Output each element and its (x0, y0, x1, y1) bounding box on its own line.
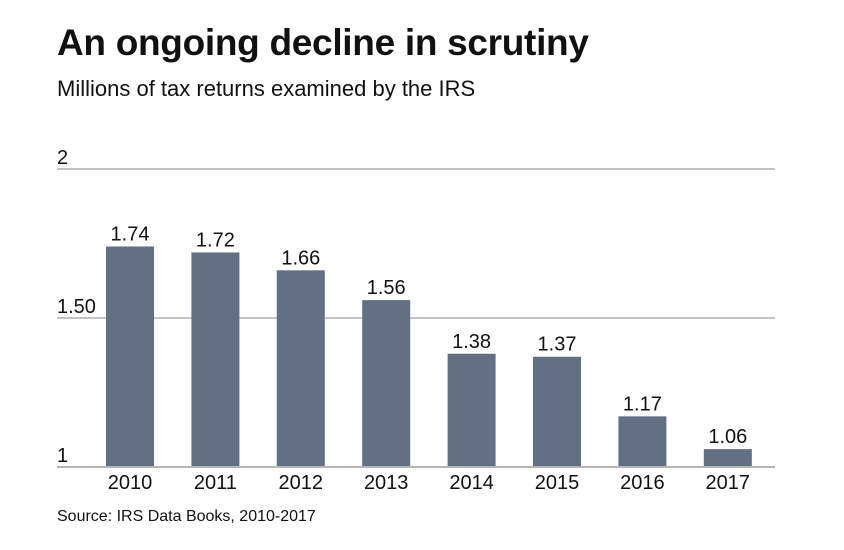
x-tick-label: 2011 (194, 472, 237, 494)
bar (703, 449, 752, 467)
x-tick-label: 2012 (279, 472, 324, 494)
data-label: 1.17 (623, 393, 662, 415)
data-label: 1.06 (708, 426, 747, 448)
y-tick-label: 1.50 (57, 296, 96, 318)
data-label: 1.37 (538, 334, 577, 356)
bar (106, 246, 154, 467)
data-label: 1.56 (367, 277, 406, 299)
chart-title: An ongoing decline in scrutiny (57, 22, 589, 63)
x-tick-label: 2013 (364, 472, 409, 494)
x-tick-label: 2017 (706, 472, 751, 494)
bar (533, 356, 581, 467)
data-label: 1.74 (111, 223, 150, 245)
data-label: 1.72 (196, 229, 235, 251)
y-tick-label: 2 (57, 147, 68, 169)
data-label: 1.38 (452, 331, 491, 353)
y-tick-label: 1 (57, 445, 68, 467)
x-tick-label: 2010 (108, 472, 153, 494)
x-tick-label: 2016 (620, 472, 665, 494)
data-label: 1.66 (281, 247, 320, 269)
bar (191, 252, 240, 467)
bar (276, 270, 325, 467)
bar (362, 300, 411, 467)
bar (447, 353, 496, 467)
x-tick-label: 2014 (449, 472, 494, 494)
chart-subtitle: Millions of tax returns examined by the … (57, 76, 476, 101)
x-tick-label: 2015 (535, 472, 580, 494)
bar (618, 416, 667, 467)
source-note: Source: IRS Data Books, 2010-2017 (57, 508, 316, 525)
